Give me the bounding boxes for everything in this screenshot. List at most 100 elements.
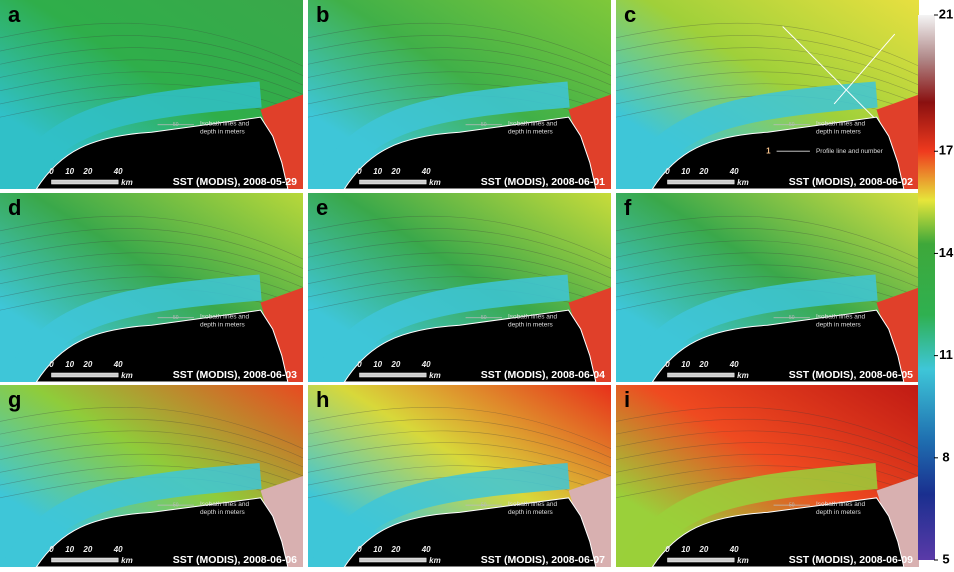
- scale-label: 20: [390, 360, 400, 369]
- isobath: [308, 240, 611, 279]
- legend-depth: 50: [481, 502, 487, 508]
- coastal-warm: [260, 94, 303, 189]
- profile-number: 1: [766, 146, 771, 155]
- scale-label: 0: [357, 545, 362, 554]
- scale-label: 40: [729, 360, 739, 369]
- scale-label: 10: [373, 167, 382, 176]
- isobath: [0, 252, 303, 288]
- tick-label: 11: [939, 347, 953, 362]
- isobath: [616, 228, 919, 269]
- scale-bar: [359, 557, 427, 563]
- legend-depth: 50: [481, 315, 487, 321]
- panel-letter: d: [8, 195, 21, 220]
- isobath: [616, 240, 919, 279]
- legend-text: depth in meters: [200, 129, 246, 136]
- land: [35, 497, 289, 567]
- profile-text: Profile line and number: [816, 148, 884, 155]
- scale-unit: km: [121, 178, 133, 187]
- coastal-band: [3, 81, 262, 189]
- profile: [782, 26, 874, 118]
- legend-text: depth in meters: [508, 129, 554, 136]
- isobath: [0, 47, 303, 86]
- scale-label: 10: [681, 360, 690, 369]
- scale-label: 40: [113, 360, 123, 369]
- isobath: [308, 442, 611, 477]
- scale-label: 20: [82, 360, 92, 369]
- scale-bar: [51, 372, 119, 378]
- legend-text: depth in meters: [816, 322, 862, 329]
- panel-caption: SST (MODIS), 2008-06-04: [481, 369, 605, 381]
- scale-unit: km: [121, 371, 133, 380]
- legend-text: Isobath lines and: [508, 121, 558, 128]
- panel-letter: f: [624, 195, 632, 220]
- panel-caption: SST (MODIS), 2008-06-01: [481, 176, 605, 188]
- scale-label: 0: [49, 167, 54, 176]
- panel-letter: a: [8, 2, 21, 27]
- isobath: [308, 252, 611, 288]
- legend-depth: 50: [173, 502, 179, 508]
- isobath: [308, 228, 611, 269]
- tick-label: 5: [942, 551, 949, 566]
- legend-text: Isobath lines and: [816, 501, 866, 508]
- scale-label: 40: [729, 167, 739, 176]
- legend-text: Isobath lines and: [816, 121, 866, 128]
- coastal-band: [3, 274, 262, 382]
- panel-caption: SST (MODIS), 2008-06-02: [789, 176, 913, 188]
- coastal-band: [311, 274, 570, 382]
- coastal-band: [311, 81, 570, 189]
- scale-label: 40: [421, 167, 431, 176]
- isobath: [308, 215, 611, 260]
- scale-label: 0: [49, 545, 54, 554]
- isobath: [616, 442, 919, 477]
- scale-bar: [51, 557, 119, 563]
- panel-caption: SST (MODIS), 2008-05-29: [173, 176, 297, 188]
- scale-label: 20: [390, 545, 400, 554]
- scale-label: 20: [698, 167, 708, 176]
- scale-bar: [667, 179, 735, 185]
- colorbar: [918, 15, 935, 560]
- scale-label: 10: [373, 545, 382, 554]
- isobath: [616, 47, 919, 86]
- isobath: [0, 215, 303, 260]
- coastal-warm: [568, 94, 611, 189]
- scale-label: 40: [421, 545, 431, 554]
- panel-letter: e: [316, 195, 328, 220]
- scale-label: 0: [665, 360, 670, 369]
- isobath: [616, 430, 919, 468]
- scale-label: 10: [65, 360, 74, 369]
- scale-label: 10: [373, 360, 382, 369]
- isobath: [0, 35, 303, 76]
- isobath: [616, 22, 919, 67]
- legend-text: depth in meters: [816, 509, 862, 516]
- coastal-warm: [876, 287, 919, 382]
- scale-label: 20: [82, 545, 92, 554]
- coastal-warm: [876, 94, 919, 189]
- isobath: [0, 228, 303, 269]
- tick-label: 21: [939, 6, 953, 21]
- scale-bar: [667, 557, 735, 563]
- profile: [833, 33, 896, 105]
- legend-text: Isobath lines and: [200, 501, 250, 508]
- coastal-band: [3, 463, 262, 567]
- scale-label: 0: [665, 167, 670, 176]
- isobath: [0, 22, 303, 67]
- legend-depth: 50: [173, 122, 179, 128]
- isobath: [0, 407, 303, 449]
- coastal-band: [311, 463, 570, 567]
- panel-letter: i: [624, 387, 630, 412]
- legend-depth: 50: [173, 315, 179, 321]
- isobath: [0, 240, 303, 279]
- scale-unit: km: [429, 178, 441, 187]
- scale-label: 10: [681, 167, 690, 176]
- land: [343, 309, 597, 382]
- coastal-warm: [260, 476, 303, 567]
- scale-label: 0: [49, 360, 54, 369]
- isobath: [0, 59, 303, 95]
- panel-caption: SST (MODIS), 2008-06-09: [789, 554, 913, 566]
